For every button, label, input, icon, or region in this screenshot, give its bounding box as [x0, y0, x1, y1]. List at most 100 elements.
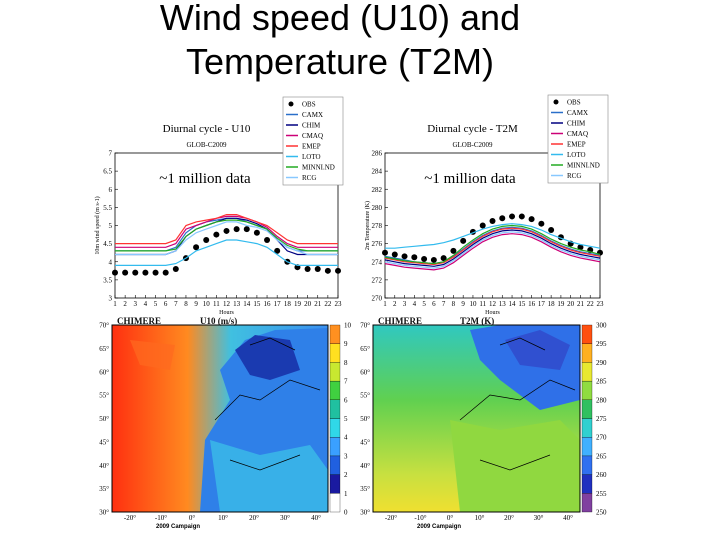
legend-label: OBS [302, 101, 316, 109]
obs-point [430, 256, 437, 263]
map-variable: U10 (m/s) [200, 316, 237, 326]
annotation: ~1 million data [424, 171, 516, 187]
y-tick-label: 4 [109, 258, 113, 266]
x-tick-label: 19 [294, 300, 302, 308]
lat-label: 65° [99, 345, 109, 353]
obs-point [274, 247, 281, 254]
y-tick-label: 282 [372, 186, 383, 194]
obs-point [421, 256, 428, 263]
y-tick-label: 5 [109, 222, 113, 230]
lat-label: 50° [360, 415, 370, 423]
lon-label: 0° [447, 514, 454, 522]
lat-label: 35° [99, 485, 109, 493]
y-tick-label: 4.5 [103, 240, 112, 248]
colorbar-swatch [581, 455, 593, 475]
colorbar-label: 265 [596, 452, 607, 460]
lon-label: -20° [124, 514, 136, 522]
x-tick-label: 9 [461, 300, 465, 308]
lat-label: 60° [99, 368, 109, 376]
colorbar-swatch [329, 493, 341, 513]
lat-label: 45° [360, 438, 370, 446]
lon-label: -10° [155, 514, 167, 522]
x-tick-label: 23 [597, 300, 605, 308]
x-tick-label: 16 [528, 300, 536, 308]
colorbar-swatch [329, 380, 341, 400]
obs-point [538, 220, 545, 227]
colorbar-label: 6 [344, 396, 348, 404]
colorbar-label: 260 [596, 471, 607, 479]
model-line [384, 231, 601, 269]
obs-point [172, 266, 179, 272]
obs-point [193, 244, 200, 251]
y-tick-label: 286 [372, 150, 383, 158]
chart-title: Diurnal cycle - T2M [427, 123, 518, 135]
colorbar-label: 280 [596, 396, 607, 404]
colorbar-label: 5 [344, 415, 348, 423]
obs-point [142, 269, 149, 276]
legend-label: CAMX [567, 109, 588, 117]
chart-subtitle: GLOB-C2009 [452, 141, 493, 149]
lat-label: 65° [360, 345, 370, 353]
x-tick-label: 17 [274, 300, 282, 308]
colorbar-label: 4 [344, 434, 348, 442]
colorbar-swatch [329, 418, 341, 438]
y-tick-label: 3 [109, 295, 113, 303]
x-tick-label: 17 [538, 300, 546, 308]
lon-label: 30° [534, 514, 544, 522]
x-tick-label: 16 [264, 300, 272, 308]
colorbar-label: 300 [596, 322, 607, 330]
y-axis-label: 2m Temperature (K) [364, 201, 371, 250]
map-right-image [373, 325, 580, 512]
map-left-image [112, 325, 328, 512]
y-tick-label: 280 [372, 204, 383, 212]
x-tick-label: 21 [314, 300, 322, 308]
x-tick-label: 20 [304, 300, 312, 308]
obs-point [460, 237, 467, 244]
x-tick-label: 14 [243, 300, 251, 308]
legend-box [282, 96, 344, 186]
obs-point [548, 227, 555, 234]
lon-label: 30° [280, 514, 290, 522]
model-line [115, 214, 338, 245]
x-tick-label: 4 [413, 300, 417, 308]
obs-point [440, 255, 447, 262]
chart-title: Diurnal cycle - U10 [163, 123, 251, 135]
lon-label: -10° [414, 514, 426, 522]
map-model: CHIMERE [117, 316, 161, 326]
legend-label: MINNI.ND [567, 162, 600, 170]
x-tick-label: 13 [233, 300, 241, 308]
y-tick-label: 270 [372, 295, 383, 303]
x-tick-label: 3 [134, 300, 138, 308]
legend-label: CAMX [302, 111, 323, 119]
y-tick-label: 5.5 [103, 204, 112, 212]
x-tick-label: 9 [194, 300, 198, 308]
colorbar-swatch [329, 399, 341, 419]
legend-label: EMEP [567, 141, 586, 149]
map-caption: 2009 Campaign [417, 524, 461, 530]
x-tick-label: 6 [432, 300, 436, 308]
legend-label: MINNI.ND [302, 164, 335, 172]
obs-point [112, 269, 118, 276]
x-tick-label: 10 [203, 300, 211, 308]
obs-point [233, 226, 240, 233]
lon-label: 20° [504, 514, 514, 522]
y-tick-label: 278 [372, 222, 383, 230]
obs-point [450, 247, 457, 254]
colorbar-swatch [581, 474, 593, 494]
y-tick-label: 272 [372, 276, 383, 284]
lat-label: 70° [99, 322, 109, 330]
obs-point [203, 237, 210, 243]
lat-label: 55° [99, 392, 109, 400]
y-tick-label: 3.5 [103, 276, 112, 284]
colorbar-swatch [581, 418, 593, 438]
x-tick-label: 23 [335, 300, 343, 308]
obs-point [411, 254, 418, 261]
legend-label: RCG [302, 174, 316, 182]
x-tick-label: 15 [518, 300, 526, 308]
x-tick-label: 14 [509, 300, 517, 308]
x-tick-label: 3 [403, 300, 407, 308]
lat-label: 70° [360, 322, 370, 330]
obs-point [132, 269, 139, 276]
x-axis-label: Hours [485, 310, 500, 316]
